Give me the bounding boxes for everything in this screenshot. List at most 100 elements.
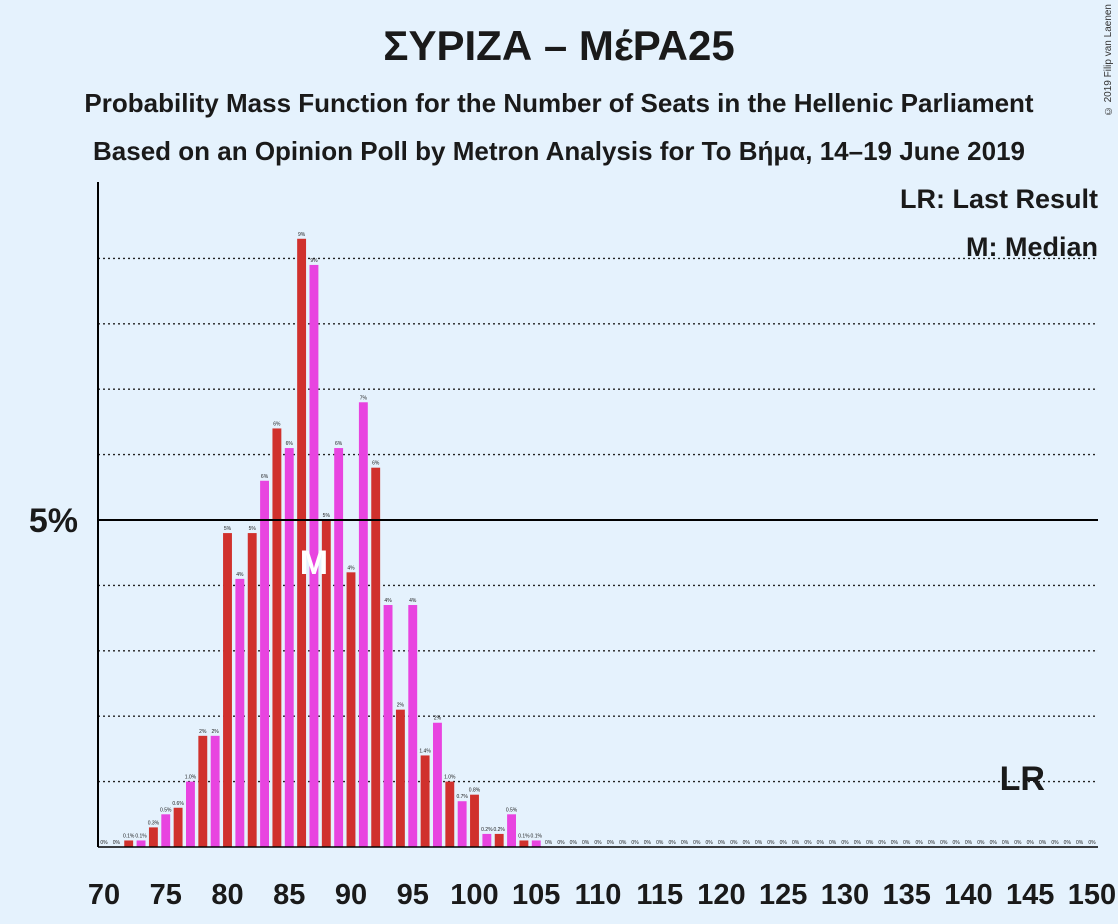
bar-label: 0% — [1014, 840, 1022, 846]
bar-label: 4% — [347, 565, 355, 571]
bar-label: 0% — [878, 840, 886, 846]
x-tick-label: 85 — [273, 879, 305, 911]
x-tick-label: 70 — [88, 879, 120, 911]
bar — [420, 755, 430, 847]
bar-label: 0% — [594, 840, 602, 846]
bar-label: 0% — [792, 840, 800, 846]
legend-last-result: LR: Last Result — [899, 184, 1098, 214]
bar-label: 0% — [928, 840, 936, 846]
bar-label: 0.3% — [148, 820, 160, 826]
bar-label: 6% — [273, 421, 281, 427]
bar — [433, 722, 442, 847]
bar-label: 6% — [372, 461, 380, 467]
bar — [173, 807, 183, 847]
bar — [358, 402, 368, 847]
bar-label: 0% — [668, 840, 676, 846]
x-tick-label: 130 — [821, 879, 869, 911]
bar — [186, 781, 195, 847]
bar-label: 2% — [397, 703, 405, 709]
bar-label: 0% — [829, 840, 837, 846]
bar-label: 6% — [335, 441, 343, 447]
bar-label: 0% — [1039, 840, 1047, 846]
bar-label: 0% — [607, 840, 615, 846]
bar — [136, 840, 146, 847]
bar — [309, 264, 319, 847]
bar-label: 1.0% — [185, 775, 197, 781]
bar-label: 0% — [940, 840, 948, 846]
median-marker: M — [300, 544, 328, 582]
bar-label: 0% — [915, 840, 923, 846]
chart-subtitle: Probability Mass Function for the Number… — [84, 88, 1034, 118]
bar — [408, 605, 418, 847]
bar-label: 0% — [619, 840, 627, 846]
bar-label: 0% — [1076, 840, 1084, 846]
bar — [223, 533, 232, 847]
bar — [457, 801, 467, 847]
bar-label: 0% — [644, 840, 652, 846]
bar-label: 7% — [360, 395, 368, 401]
bar-label: 5% — [249, 526, 257, 532]
bar-label: 0.1% — [123, 833, 135, 839]
bar-label: 2% — [434, 716, 442, 722]
bar-label: 0% — [100, 840, 108, 846]
bar-label: 0% — [841, 840, 849, 846]
bar — [284, 448, 294, 847]
bar-label: 0% — [767, 840, 775, 846]
bar — [272, 428, 282, 847]
last-result-marker: LR — [1000, 760, 1045, 798]
bar-label: 0.5% — [160, 807, 172, 813]
bar-label: 0.1% — [531, 833, 543, 839]
x-tick-label: 115 — [636, 879, 683, 911]
bar-label: 0.1% — [135, 833, 147, 839]
bar — [247, 533, 257, 847]
bar-label: 0% — [582, 840, 590, 846]
bar — [148, 827, 158, 847]
bar-label: 0% — [1002, 840, 1010, 846]
x-tick-label: 90 — [335, 879, 367, 911]
bar — [124, 840, 134, 847]
bar — [470, 794, 479, 847]
bar — [507, 814, 516, 847]
bar-label: 0% — [891, 840, 899, 846]
x-tick-label: 80 — [211, 879, 243, 911]
bar — [482, 833, 492, 847]
bar — [210, 735, 220, 847]
x-tick-label: 140 — [944, 879, 992, 911]
bar — [297, 238, 307, 847]
bar-label: 0% — [113, 840, 121, 846]
chart-source-line: Based on an Opinion Poll by Metron Analy… — [93, 136, 1025, 166]
x-tick-label: 125 — [759, 879, 807, 911]
bar-label: 1.0% — [444, 775, 456, 781]
bar-label: 0% — [693, 840, 701, 846]
bar — [334, 448, 344, 847]
bar-label: 0.6% — [172, 801, 184, 807]
bar — [198, 735, 208, 847]
bar-label: 0% — [656, 840, 664, 846]
bar-label: 0% — [866, 840, 874, 846]
x-tick-label: 100 — [450, 879, 498, 911]
bar-label: 0% — [631, 840, 639, 846]
bar-label: 0% — [903, 840, 911, 846]
bar-label: 0.7% — [456, 794, 468, 800]
bar-label: 0% — [545, 840, 553, 846]
bar — [161, 814, 171, 847]
bar-label: 0% — [953, 840, 961, 846]
bar-label: 0.2% — [481, 827, 493, 833]
bar-label: 0% — [706, 840, 714, 846]
bar-label: 0% — [854, 840, 862, 846]
x-tick-label: 105 — [512, 879, 560, 911]
x-tick-label: 145 — [1006, 879, 1054, 911]
bar-label: 0% — [1051, 840, 1059, 846]
bar — [519, 840, 529, 847]
bar — [235, 578, 245, 847]
x-tick-label: 95 — [397, 879, 429, 911]
x-tick-label: 150 — [1068, 879, 1116, 911]
bar-label: 0.1% — [518, 833, 530, 839]
bar-label: 0% — [804, 840, 812, 846]
bar-label: 9% — [310, 258, 318, 264]
bar-label: 5% — [323, 513, 331, 519]
bar-label: 0% — [755, 840, 763, 846]
bar-label: 0% — [990, 840, 998, 846]
bar — [445, 781, 455, 847]
